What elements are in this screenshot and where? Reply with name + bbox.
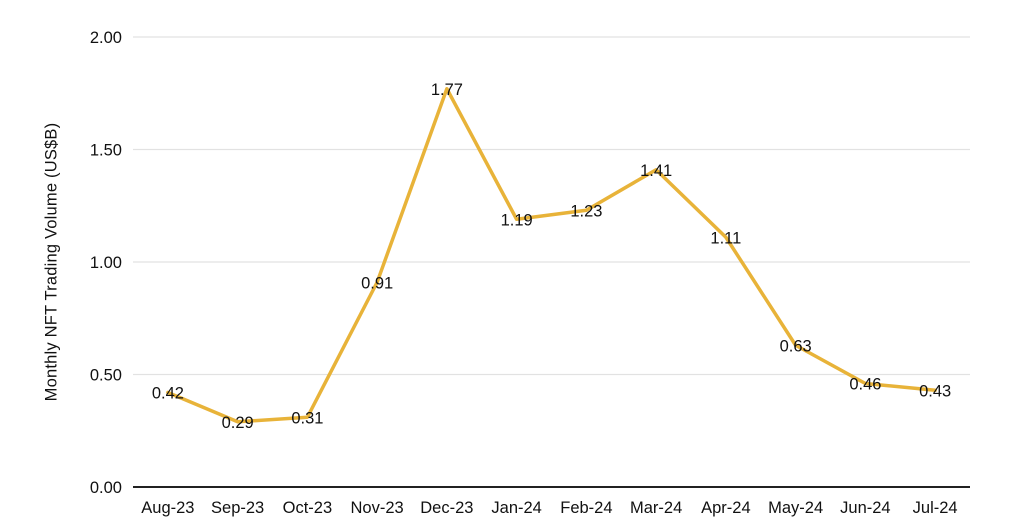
data-point-label: 0.63: [780, 337, 812, 355]
y-tick-label: 0.50: [90, 367, 122, 385]
x-tick-label: Mar-24: [630, 499, 682, 517]
data-point-label: 1.41: [640, 162, 672, 180]
data-point-label: 1.23: [570, 202, 602, 220]
data-point-label: 0.46: [849, 376, 881, 394]
y-tick-label: 1.50: [90, 142, 122, 160]
volume-line-series: [166, 87, 937, 424]
x-tick-label: Nov-23: [351, 499, 404, 517]
x-tick-label: Jul-24: [913, 499, 958, 517]
data-point-label: 0.29: [222, 414, 254, 432]
y-axis-title: Monthly NFT Trading Volume (US$B): [42, 122, 61, 402]
x-tick-label: Jun-24: [840, 499, 890, 517]
y-tick-label: 2.00: [90, 29, 122, 47]
data-point-label: 0.42: [152, 385, 184, 403]
data-point-label: 1.11: [710, 229, 741, 247]
x-tick-label: Aug-23: [141, 499, 194, 517]
x-tick-label: Sep-23: [211, 499, 264, 517]
x-tick-label: Jan-24: [491, 499, 541, 517]
data-point-label: 0.43: [919, 382, 951, 400]
x-tick-label: Oct-23: [283, 499, 333, 517]
x-tick-label: Dec-23: [420, 499, 473, 517]
data-point-label: 0.91: [361, 274, 393, 292]
y-tick-label: 1.00: [90, 254, 122, 272]
x-tick-label: Feb-24: [560, 499, 612, 517]
x-tick-label: May-24: [768, 499, 823, 517]
data-point-label: 1.19: [501, 211, 533, 229]
y-tick-label: 0.00: [90, 479, 122, 497]
data-point-label: 0.31: [291, 409, 323, 427]
data-point-label: 1.77: [431, 81, 463, 99]
x-tick-label: Apr-24: [701, 499, 751, 517]
